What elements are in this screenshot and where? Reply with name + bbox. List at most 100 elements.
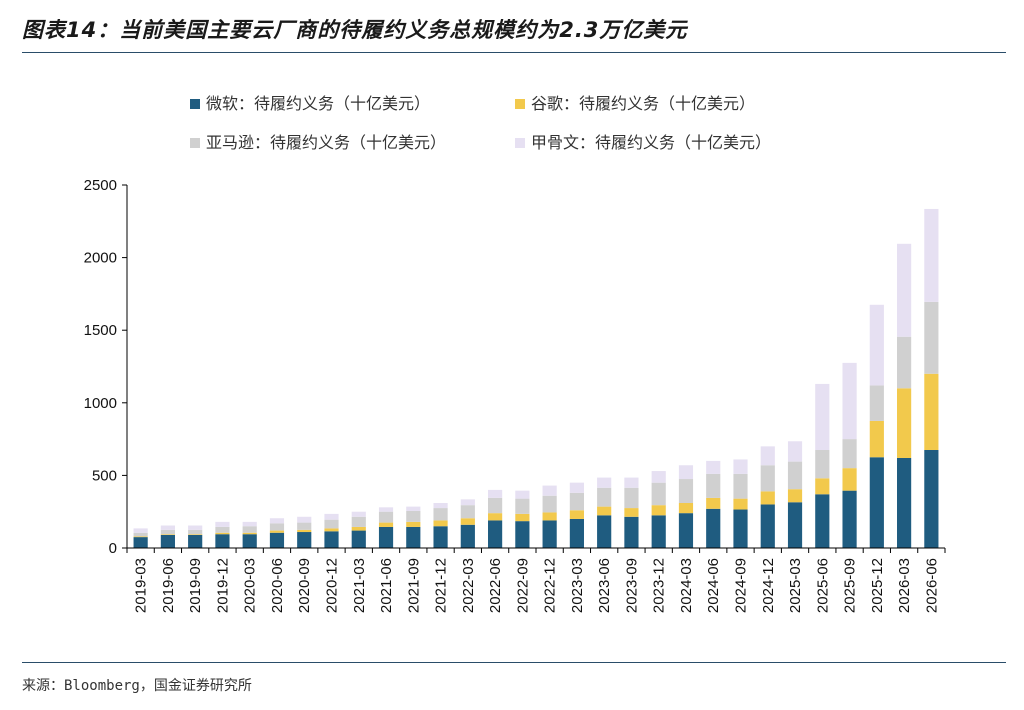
bar-segment (924, 301, 939, 374)
bar-segment (569, 482, 584, 493)
x-tick-label: 2026-06 (923, 558, 940, 613)
bar-segment (460, 499, 475, 506)
bar-segment (651, 505, 666, 516)
bar-segment (188, 534, 203, 535)
bar-segment (651, 515, 666, 548)
bar-segment (815, 449, 830, 479)
bar-segment (515, 513, 530, 522)
bar-segment (897, 388, 912, 458)
bar-segment (597, 506, 612, 516)
bar-segment (133, 532, 148, 537)
bar-segment (215, 534, 230, 548)
bar-segment (133, 537, 148, 548)
bar-segment (242, 521, 257, 527)
bar-segment (215, 532, 230, 535)
bar-segment (678, 465, 694, 480)
bar-segment (133, 528, 148, 533)
bar-segment (842, 362, 857, 440)
bar-segment (706, 473, 721, 498)
bar-segment (842, 490, 857, 548)
bar-segment (542, 495, 557, 513)
bar-segment (242, 526, 257, 533)
legend-swatch (190, 138, 200, 148)
y-tick-label: 2500 (84, 177, 117, 194)
bar-segment (924, 449, 939, 548)
bar-segment (815, 383, 830, 450)
bar-segment (897, 336, 912, 389)
legend-swatch (515, 138, 525, 148)
bar-segment (787, 461, 803, 490)
bar-segment (160, 534, 175, 535)
bar-segment (542, 485, 557, 496)
x-tick-label: 2024-03 (678, 558, 695, 613)
x-tick-label: 2021-09 (405, 558, 422, 613)
bar-segment (160, 525, 175, 530)
bar-segment (678, 513, 694, 548)
source-note: 来源：Bloomberg，国金证券研究所 (22, 678, 252, 694)
bar-segment (733, 498, 748, 510)
source-rule (22, 662, 1006, 663)
bar-segment (815, 494, 830, 548)
x-tick-label: 2024-06 (705, 558, 722, 613)
x-tick-label: 2024-12 (760, 558, 777, 613)
bar-segment (269, 532, 285, 548)
x-tick-label: 2019-09 (187, 558, 204, 613)
bar-segment (351, 526, 366, 531)
bar-segment (242, 532, 257, 535)
bar-segment (433, 508, 448, 521)
x-tick-label: 2019-12 (214, 558, 231, 613)
legend-label: 甲骨文：待履约义务（十亿美元） (531, 133, 771, 152)
x-tick-label: 2021-06 (378, 558, 395, 613)
bar-segment (897, 457, 912, 548)
bar-segment (869, 420, 884, 458)
x-tick-label: 2022-12 (542, 558, 559, 613)
bar-segment (924, 208, 939, 302)
x-tick-label: 2022-09 (514, 558, 531, 613)
bar-segment (733, 509, 748, 548)
bar-segment (324, 528, 339, 532)
bar-segment (406, 526, 421, 548)
bar-segment (651, 482, 666, 506)
bar-segment (488, 513, 503, 521)
x-tick-label: 2025-12 (869, 558, 886, 613)
bar-segment (324, 519, 339, 529)
y-tick-label: 1000 (84, 395, 117, 412)
bar-segment (297, 516, 312, 523)
bar-segment (351, 530, 366, 548)
bar-segment (515, 521, 530, 548)
legend-swatch (515, 99, 525, 109)
bar-segment (269, 530, 285, 533)
legend-label: 微软：待履约义务（十亿美元） (206, 94, 430, 113)
bar-segment (869, 457, 884, 548)
bar-segment (760, 491, 775, 505)
x-tick-label: 2025-06 (814, 558, 831, 613)
bar-segment (842, 439, 857, 469)
bar-segment (515, 490, 530, 499)
bar-segment (488, 489, 503, 498)
bar-segment (269, 518, 285, 524)
bar-segment (188, 534, 203, 548)
bar-segment (787, 502, 803, 548)
legend-label: 谷歌：待履约义务（十亿美元） (531, 94, 755, 113)
x-tick-label: 2023-03 (569, 558, 586, 613)
x-tick-label: 2022-06 (487, 558, 504, 613)
bar-segment (924, 373, 939, 450)
bar-segment (760, 504, 775, 548)
bar-segment (488, 497, 503, 514)
bar-segment (297, 529, 312, 533)
bar-segment (678, 502, 694, 514)
bar-segment (324, 513, 339, 520)
bar-segment (215, 526, 230, 533)
bar-segment (624, 477, 639, 488)
legend-label: 亚马逊：待履约义务（十亿美元） (206, 133, 446, 152)
bar-stacks (133, 208, 939, 548)
y-tick-label: 2000 (84, 250, 117, 267)
bar-segment (515, 498, 530, 514)
bar-segment (433, 520, 448, 527)
x-tick-label: 2021-03 (351, 558, 368, 613)
bar-segment (542, 520, 557, 548)
bar-segment (787, 441, 803, 462)
x-tick-label: 2023-09 (623, 558, 640, 613)
bar-segment (297, 532, 312, 548)
